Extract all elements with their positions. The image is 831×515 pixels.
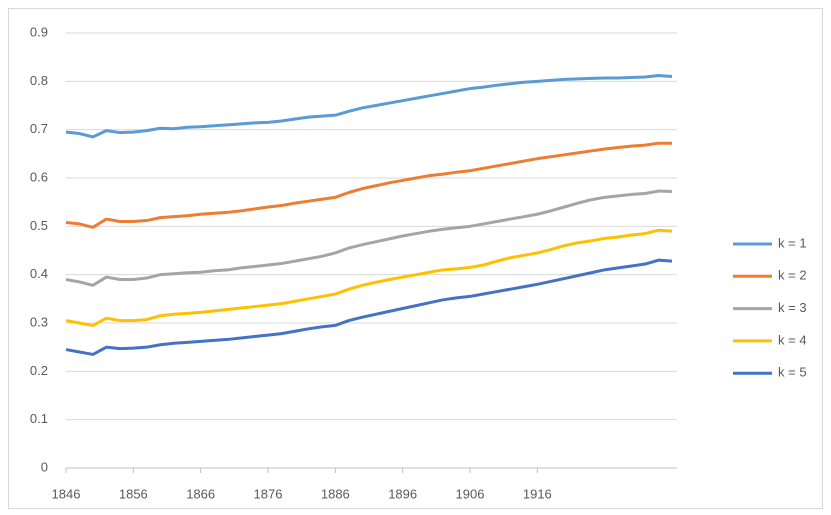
- x-tick-label: 1896: [388, 486, 417, 501]
- y-tick-label: 0.6: [30, 169, 48, 184]
- x-tick-label: 1916: [523, 486, 552, 501]
- series-line: [65, 228, 673, 327]
- y-tick-label: 0.7: [30, 121, 48, 136]
- series-line: [65, 141, 672, 229]
- x-tick-label: 1866: [186, 486, 215, 501]
- y-tick-label: 0.9: [30, 24, 48, 39]
- x-tick-label: 1856: [119, 486, 148, 501]
- x-tick-label: 1876: [254, 486, 283, 501]
- legend-label: k = 2: [778, 268, 807, 283]
- series-line: [65, 258, 673, 356]
- legend-label: k = 3: [778, 300, 807, 315]
- y-tick-label: 0.2: [30, 363, 48, 378]
- x-tick-label: 1906: [456, 486, 485, 501]
- legend-label: k = 4: [778, 332, 807, 347]
- y-tick-label: 0.5: [30, 218, 48, 233]
- y-tick-label: 0: [41, 459, 48, 474]
- y-tick-label: 0.3: [30, 314, 48, 329]
- series-line: [65, 74, 673, 139]
- y-tick-label: 0.8: [30, 73, 48, 88]
- legend-label: k = 5: [778, 365, 807, 380]
- x-tick-label: 1886: [321, 486, 350, 501]
- y-tick-label: 0.4: [30, 266, 48, 281]
- series-line: [65, 189, 673, 287]
- x-tick-label: 1846: [52, 486, 81, 501]
- chart-border: [8, 8, 823, 509]
- legend-label: k = 1: [778, 235, 807, 250]
- y-tick-label: 0.1: [30, 411, 48, 426]
